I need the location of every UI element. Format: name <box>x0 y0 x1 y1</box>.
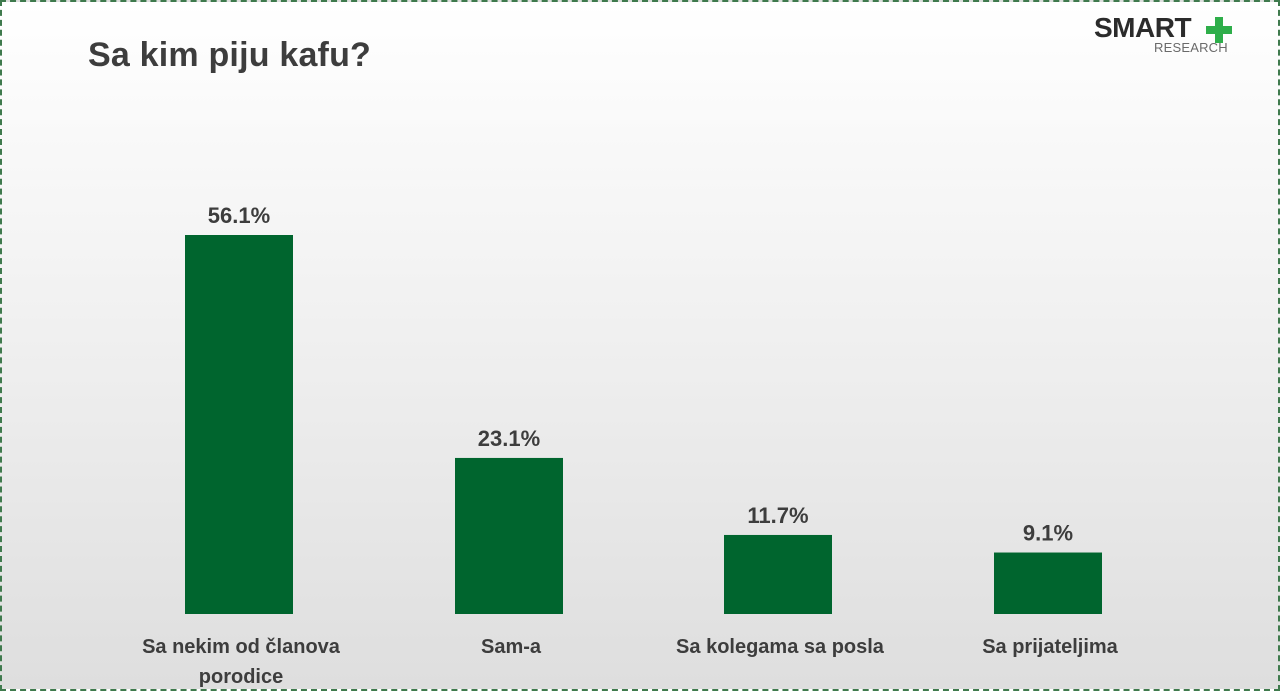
category-label: Sam-a <box>480 636 542 658</box>
logo-subtext: RESEARCH <box>1154 40 1228 55</box>
category-label: Sa prijateljima <box>982 636 1118 658</box>
data-label: 11.7% <box>747 503 808 528</box>
plus-icon <box>1206 17 1232 43</box>
bar <box>994 552 1102 614</box>
bar <box>455 457 563 614</box>
logo: SMART RESEARCH <box>1094 12 1244 56</box>
data-label: 23.1% <box>478 426 540 451</box>
bar <box>185 235 293 614</box>
page-title: Sa kim piju kafu? <box>88 36 372 74</box>
category-label: Sa kolegama sa posla <box>676 636 884 658</box>
data-label: 9.1% <box>1023 521 1073 546</box>
data-label: 56.1% <box>208 203 270 228</box>
logo-text: SMART <box>1094 12 1192 43</box>
category-label: Sa nekim od članova porodice <box>142 636 340 688</box>
bar <box>724 534 832 614</box>
